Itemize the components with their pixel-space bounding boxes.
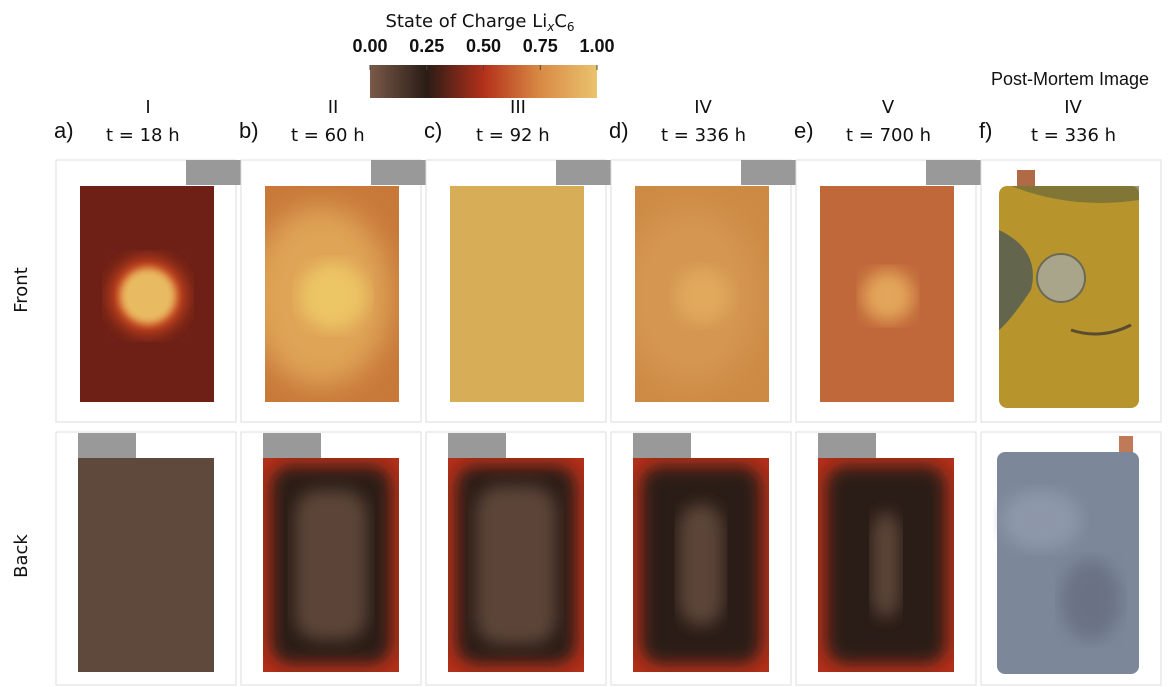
colorbar-tick-label: 0.75	[523, 36, 558, 56]
core	[872, 512, 900, 618]
stage-label: II	[328, 97, 339, 118]
front-battery	[251, 186, 399, 402]
front-battery	[820, 186, 954, 402]
back-battery	[633, 458, 769, 672]
blotch	[1061, 560, 1121, 640]
row-label: Back	[11, 534, 32, 578]
back-battery	[263, 458, 399, 672]
stage-label: V	[882, 97, 895, 118]
panel-letter: d)	[609, 118, 629, 143]
time-label: t = 92 h	[476, 125, 550, 146]
photo-front	[999, 186, 1139, 408]
time-label: t = 336 h	[661, 125, 746, 146]
tab	[556, 160, 611, 185]
core	[679, 504, 723, 626]
tab	[633, 433, 691, 458]
front-battery	[621, 186, 769, 402]
time-label: t = 336 h	[1031, 125, 1116, 146]
core	[295, 490, 367, 640]
lithium-spot	[120, 268, 176, 324]
colorbar-tick-label: 1.00	[579, 36, 614, 56]
panel-letter: e)	[794, 118, 814, 143]
panel-letter: b)	[239, 118, 259, 143]
front-battery	[80, 186, 214, 402]
cell	[78, 458, 214, 672]
stage-label: I	[145, 97, 150, 118]
time-label: t = 60 h	[291, 125, 365, 146]
colorbar-tick-label: 0.25	[409, 36, 444, 56]
panel-letter: f)	[979, 118, 992, 143]
panel-letter: a)	[54, 118, 74, 143]
figure: State of Charge LixC6 Post-Mortem Image …	[0, 0, 1172, 687]
post-mortem-label: Post-Mortem Image	[991, 69, 1149, 89]
tab	[818, 433, 876, 458]
tab	[263, 433, 321, 458]
back-battery	[78, 458, 214, 672]
copper-tab	[1119, 436, 1133, 454]
back-battery	[448, 458, 584, 672]
copper-tab	[1017, 170, 1035, 188]
panel-letter: c)	[424, 118, 442, 143]
time-label: t = 700 h	[846, 125, 931, 146]
core	[476, 486, 556, 644]
spot	[1037, 254, 1085, 302]
tab	[78, 433, 136, 458]
tab	[741, 160, 796, 185]
lithium-spot	[862, 270, 914, 322]
tab	[371, 160, 426, 185]
front-battery	[450, 186, 584, 402]
row-label: Front	[11, 267, 32, 313]
colorbar-tick-label: 0.00	[352, 36, 387, 56]
blotch	[1001, 490, 1081, 550]
tab	[926, 160, 981, 185]
stage-label: IV	[1064, 97, 1082, 118]
cell	[450, 186, 584, 402]
lithium-spot	[675, 268, 731, 324]
colorbar-tick-label: 0.50	[466, 36, 501, 56]
tab	[448, 433, 506, 458]
stage-label: IV	[694, 97, 712, 118]
back-battery	[818, 458, 954, 672]
colorbar-title: State of Charge LixC6	[385, 11, 574, 34]
photo	[997, 452, 1139, 674]
stage-label: III	[510, 97, 526, 118]
lithium-spot	[299, 262, 367, 330]
time-label: t = 18 h	[106, 125, 180, 146]
tab	[186, 160, 241, 185]
